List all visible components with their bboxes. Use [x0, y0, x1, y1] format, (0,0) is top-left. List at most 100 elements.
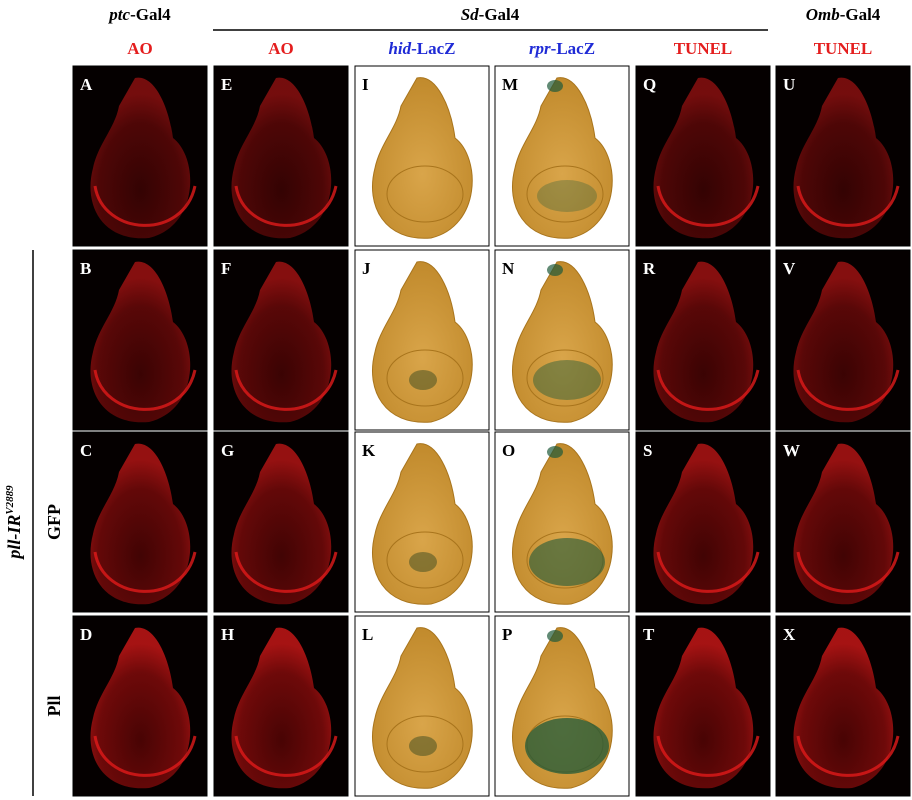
- wing-disc: [511, 77, 613, 239]
- panel: Q: [635, 65, 771, 247]
- panel-letter: S: [643, 441, 652, 460]
- fluorescent-disc: [793, 261, 894, 423]
- panel-letter: B: [80, 259, 91, 278]
- row-label: GFP: [44, 504, 64, 540]
- wing-disc: [511, 261, 613, 423]
- panel-letter: M: [502, 75, 518, 94]
- fluorescent-disc: [231, 443, 332, 605]
- panel-letter: W: [783, 441, 800, 460]
- panel-letter: A: [80, 75, 93, 94]
- panel-letter: D: [80, 625, 92, 644]
- stain-text: AO: [268, 39, 294, 58]
- panel-letter: K: [362, 441, 376, 460]
- lacz-stain: [547, 264, 563, 276]
- panel: I: [354, 65, 490, 247]
- side-label: pll-IRV2889: [4, 485, 24, 561]
- side-label-italic: pll-IR: [4, 515, 24, 561]
- disc-pouch: [526, 349, 604, 407]
- panel-letter: T: [643, 625, 655, 644]
- panel: T: [635, 615, 771, 797]
- panel-letter: H: [221, 625, 234, 644]
- disc-edge: [234, 369, 338, 411]
- panel: B: [72, 249, 208, 431]
- disc-edge: [796, 369, 900, 411]
- disc-edge: [796, 551, 900, 593]
- disc-edge: [656, 185, 760, 227]
- genotype-label: Sd-Gal4: [461, 5, 520, 24]
- genotype-text: -Gal4: [840, 5, 881, 24]
- panel-letter: U: [783, 75, 795, 94]
- wing-disc: [371, 77, 473, 239]
- fluorescent-disc: [653, 261, 754, 423]
- disc-edge: [93, 369, 197, 411]
- fluorescent-disc: [231, 77, 332, 239]
- fluorescent-disc: [90, 261, 191, 423]
- panel: N: [494, 249, 630, 431]
- panel-letter: E: [221, 75, 232, 94]
- disc-edge: [656, 551, 760, 593]
- genotype-italic: Omb: [806, 5, 840, 24]
- panel-letter: J: [362, 259, 371, 278]
- lacz-stain: [547, 80, 563, 92]
- lacz-stain: [547, 630, 563, 642]
- disc-pouch: [526, 165, 604, 223]
- fluorescent-disc: [231, 261, 332, 423]
- panel: V: [775, 249, 911, 431]
- disc-edge: [796, 735, 900, 777]
- stain-label: rpr-LacZ: [529, 39, 595, 58]
- panel: E: [213, 65, 349, 247]
- panel-letter: C: [80, 441, 92, 460]
- lacz-stain: [409, 370, 437, 390]
- panel: L: [354, 615, 490, 797]
- row-label: Pll: [44, 696, 64, 717]
- panel: P: [494, 615, 630, 797]
- disc-pouch: [386, 165, 464, 223]
- panel: G: [213, 431, 349, 613]
- panel-letter: N: [502, 259, 515, 278]
- stain-text: AO: [127, 39, 153, 58]
- panel: R: [635, 249, 771, 431]
- wing-disc: [371, 261, 473, 423]
- wing-disc: [371, 627, 473, 789]
- stain-text: TUNEL: [814, 39, 873, 58]
- panel: A: [72, 65, 208, 247]
- panel: X: [775, 615, 911, 797]
- panel: C: [72, 431, 208, 613]
- disc-edge: [93, 551, 197, 593]
- fluorescent-disc: [653, 77, 754, 239]
- panel: J: [354, 249, 490, 431]
- panel: S: [635, 431, 771, 613]
- panel-letter: I: [362, 75, 369, 94]
- wing-disc: [371, 443, 473, 605]
- panel-letter: R: [643, 259, 656, 278]
- genotype-italic: Sd: [461, 5, 479, 24]
- disc-edge: [234, 735, 338, 777]
- genotype-label: Omb-Gal4: [806, 5, 881, 24]
- genotype-text: -Gal4: [479, 5, 520, 24]
- stain-text: -LacZ: [411, 39, 455, 58]
- panel: O: [494, 431, 630, 613]
- fluorescent-disc: [90, 77, 191, 239]
- disc-edge: [796, 185, 900, 227]
- lacz-stain: [533, 360, 601, 400]
- disc-pouch: [386, 349, 464, 407]
- panel-letter: Q: [643, 75, 656, 94]
- panel: F: [213, 249, 349, 431]
- fluorescent-disc: [90, 443, 191, 605]
- disc-edge: [234, 551, 338, 593]
- lacz-stain: [547, 446, 563, 458]
- stain-label: TUNEL: [674, 39, 733, 58]
- panel-letter: F: [221, 259, 231, 278]
- disc-edge: [234, 185, 338, 227]
- side-label-sup: V2889: [4, 485, 16, 515]
- disc-pouch: [386, 715, 464, 773]
- panel: U: [775, 65, 911, 247]
- panel: K: [354, 431, 490, 613]
- panel-letter: V: [783, 259, 796, 278]
- fluorescent-disc: [653, 627, 754, 789]
- panel: H: [213, 615, 349, 797]
- lacz-stain: [537, 180, 597, 212]
- stain-label: AO: [268, 39, 294, 58]
- disc-edge: [656, 369, 760, 411]
